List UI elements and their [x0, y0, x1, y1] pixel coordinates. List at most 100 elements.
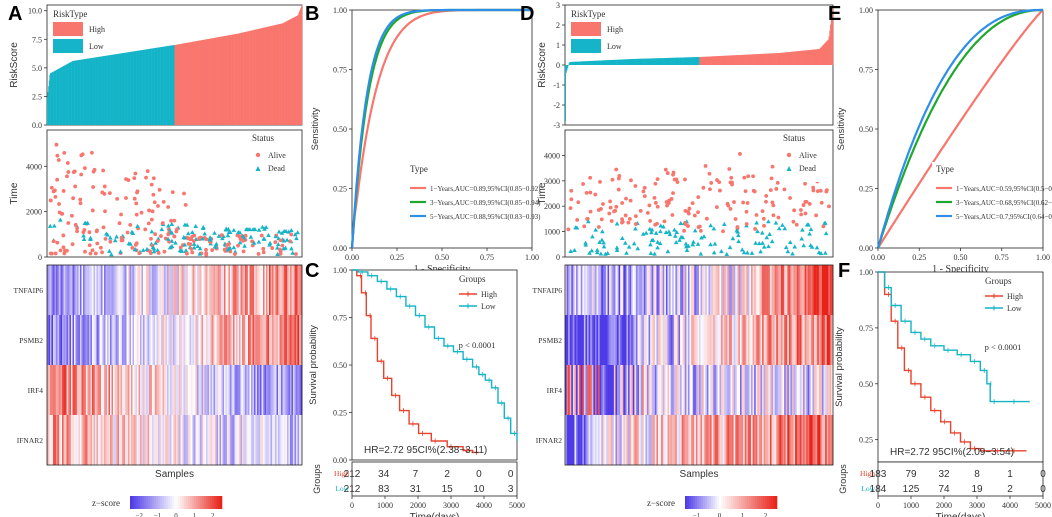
heatmap-cell	[228, 315, 231, 366]
heatmap-cell	[48, 365, 51, 416]
dead-point	[727, 245, 733, 250]
dead-point	[572, 247, 577, 252]
y-tick-label: 4000	[26, 162, 42, 171]
heatmap-cell	[209, 365, 211, 416]
risk-score-bar	[817, 49, 819, 65]
heatmap-cell	[150, 265, 153, 316]
heatmap-cell	[204, 365, 207, 416]
dead-point	[773, 220, 779, 225]
risk-score-bar	[165, 46, 167, 126]
alive-point	[803, 181, 807, 186]
heatmap-cell	[598, 415, 601, 466]
heatmap-cell	[708, 265, 711, 316]
risk-score-bar	[68, 63, 69, 125]
dead-point	[758, 249, 763, 254]
heatmap-cell	[705, 415, 708, 466]
heatmap-cell	[714, 315, 717, 366]
heatmap-cell	[176, 265, 178, 316]
heatmap-cell	[635, 365, 638, 416]
risk-score-bar	[161, 46, 163, 125]
heatmap-cell	[179, 265, 181, 316]
heatmap-cell	[596, 265, 599, 316]
dead-point	[182, 242, 188, 247]
risk-score-bar	[671, 57, 673, 65]
heatmap-cell	[574, 315, 577, 366]
risk-score-bar	[786, 52, 789, 65]
risk-score-bar	[249, 30, 250, 125]
alive-point	[66, 170, 71, 174]
heatmap-cell	[725, 365, 728, 416]
heatmap-cell	[717, 415, 720, 466]
heatmap-cell	[604, 365, 607, 416]
heatmap-cell	[270, 365, 273, 416]
alive-point	[675, 180, 680, 185]
heatmap-cell	[131, 265, 133, 316]
heatmap-cell	[658, 315, 660, 366]
alive-point	[751, 174, 755, 179]
alive-point	[754, 213, 759, 217]
heatmap-cell	[227, 415, 229, 466]
heatmap-cell	[676, 265, 679, 316]
risk-score-bar	[777, 53, 779, 65]
risk-score-bar	[600, 60, 602, 65]
heatmap-cell	[158, 415, 160, 466]
dead-point	[652, 251, 657, 256]
risk-score-bar	[190, 42, 192, 126]
risk-score-bar	[207, 39, 209, 125]
heatmap-cell	[769, 265, 772, 316]
risk-score-bar	[108, 55, 110, 125]
heatmap-cell	[278, 265, 280, 316]
dead-point	[52, 223, 57, 228]
alive-point	[137, 251, 142, 256]
heatmap-cell	[282, 265, 285, 316]
heatmap-cell	[743, 415, 746, 466]
dead-point	[236, 230, 241, 235]
heatmap-cell	[110, 365, 112, 416]
heatmap-cell	[662, 365, 665, 416]
risk-table-count: 3	[508, 484, 514, 495]
heatmap-cell	[763, 365, 766, 416]
risk-score-bar	[708, 56, 710, 65]
dead-point	[766, 219, 771, 224]
heatmap-cell	[162, 415, 165, 466]
risk-score-bar	[681, 57, 683, 65]
risk-score-bar	[135, 51, 137, 126]
alive-point	[133, 171, 138, 176]
heatmap-cell	[790, 415, 793, 466]
heatmap-cell	[89, 315, 91, 366]
risk-score-bar	[579, 61, 581, 65]
dead-point	[599, 237, 605, 242]
heatmap-cell	[687, 365, 690, 416]
heatmap-cell	[823, 315, 826, 366]
risk-score-bar	[253, 30, 255, 125]
heatmap-cell	[252, 415, 255, 466]
heatmap-cell	[96, 265, 99, 316]
heatmap-cell	[681, 415, 684, 466]
heatmap-cell	[695, 365, 698, 416]
dead-point	[81, 236, 87, 242]
heatmap-cell	[177, 415, 180, 466]
heatmap-cell	[285, 265, 288, 316]
dead-point	[754, 220, 759, 225]
risk-score-bar	[139, 50, 140, 125]
heatmap-cell	[291, 365, 294, 416]
heatmap-cell	[818, 315, 821, 366]
heatmap-cell	[787, 265, 790, 316]
heatmap-cell	[631, 315, 634, 366]
alive-point	[166, 205, 171, 209]
alive-point	[687, 206, 692, 211]
risk-score-bar	[289, 19, 291, 126]
heatmap-cell	[197, 415, 199, 466]
risk-score-bar	[652, 58, 654, 65]
alive-point	[596, 208, 601, 212]
y-tick-label: -2	[553, 101, 560, 110]
risk-score-bar	[188, 42, 190, 125]
heatmap-cell	[662, 265, 665, 316]
risk-score-bar	[738, 55, 740, 65]
risk-score-bar	[732, 55, 734, 65]
alive-point	[568, 206, 573, 211]
risk-score-bar	[268, 26, 270, 125]
heatmap-cell	[610, 315, 613, 366]
risk-score-bar	[695, 57, 697, 65]
alive-point	[581, 182, 585, 186]
